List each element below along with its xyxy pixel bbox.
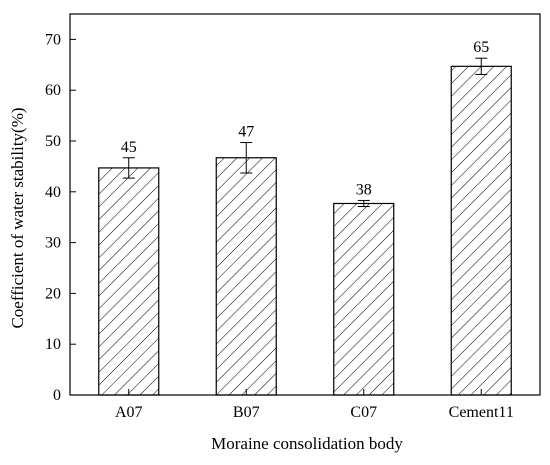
- x-tick-label-cement11: Cement11: [449, 404, 514, 421]
- y-tick-label: 40: [45, 184, 61, 201]
- value-label-a07: 45: [121, 139, 137, 156]
- bar-b07: [215, 157, 277, 396]
- plot-layer: [69, 13, 541, 396]
- y-tick-label: 60: [45, 82, 61, 99]
- bar-c07: [333, 202, 395, 396]
- value-label-cement11: 65: [473, 39, 489, 56]
- axes-layer: 0 10 20 30 40 50 60 70 A07 B07 C07 Cement11: [45, 31, 514, 421]
- x-tick-label-a07: A07: [115, 404, 143, 421]
- value-label-c07: 38: [356, 181, 372, 198]
- value-label-b07: 47: [238, 124, 254, 141]
- bar-cement11: [450, 65, 512, 396]
- x-axis-label: Moraine consolidation body: [211, 434, 403, 453]
- y-tick-label: 20: [45, 285, 61, 302]
- bar-a07: [98, 167, 160, 396]
- y-tick-label: 0: [53, 387, 61, 404]
- y-tick-label: 70: [45, 31, 61, 48]
- x-tick-label-b07: B07: [233, 404, 260, 421]
- bars-layer: [98, 57, 512, 396]
- y-tick-label: 10: [45, 336, 61, 353]
- y-tick-label: 30: [45, 235, 61, 252]
- y-axis-label: Coefficient of water stability(%): [8, 107, 27, 328]
- y-tick-label: 50: [45, 133, 61, 150]
- plot-frame: [69, 13, 541, 396]
- labels-layer: 45 47 38 65: [121, 39, 490, 198]
- x-tick-label-c07: C07: [350, 404, 377, 421]
